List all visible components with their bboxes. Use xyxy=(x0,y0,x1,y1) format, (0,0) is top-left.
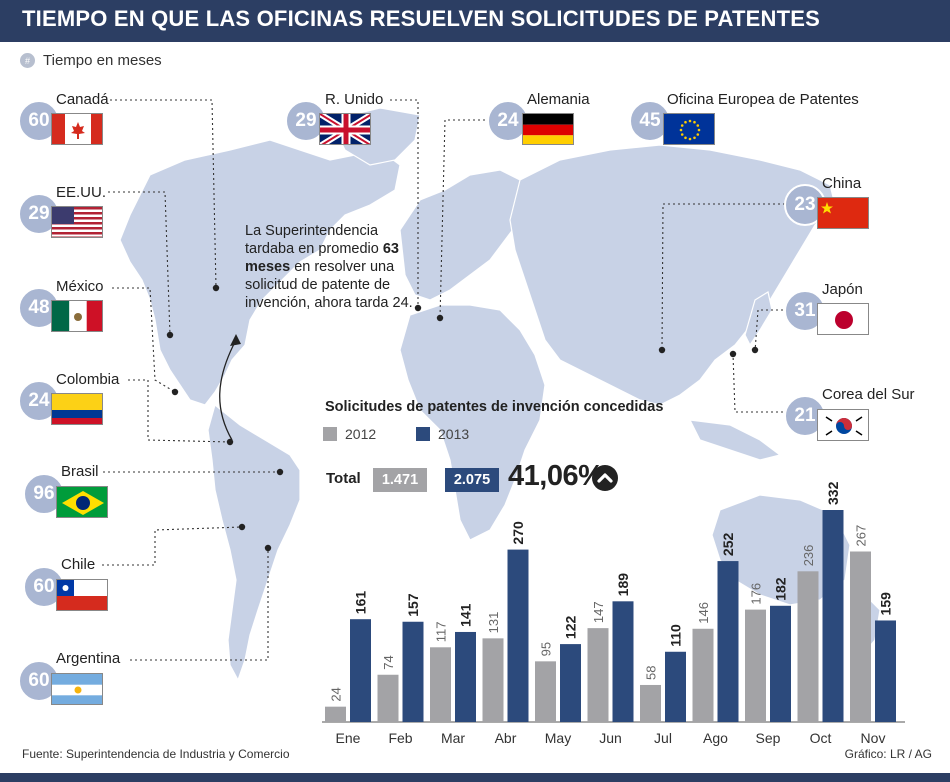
japan-flag-icon xyxy=(817,303,869,335)
leader-japan xyxy=(754,309,788,353)
legend-label-2012: 2012 xyxy=(345,426,377,442)
chart-title: Solicitudes de patentes de invención con… xyxy=(325,399,664,415)
marker-brazil xyxy=(276,468,284,476)
note-text-a: La Superintendencia tardaba en promedio xyxy=(245,223,379,257)
leader-canada xyxy=(110,99,217,289)
germany-flag-icon xyxy=(522,113,574,145)
annotation-note: La Superintendencia tardaba en promedio … xyxy=(245,222,415,312)
office-name: Brasil xyxy=(61,463,99,480)
unit-legend: # Tiempo en meses xyxy=(20,52,162,69)
argentina-flag-icon xyxy=(51,673,103,705)
legend-item-2012: 2012 xyxy=(323,426,376,442)
office-name: Chile xyxy=(61,556,96,573)
africa-landmass xyxy=(399,304,546,541)
up-arrow-icon xyxy=(592,465,618,491)
total-2013: 2.075 xyxy=(445,468,499,492)
colombia-flag-icon xyxy=(51,393,103,425)
office-name: Colombia xyxy=(56,371,120,388)
uk-flag-icon xyxy=(319,113,371,145)
korea-flag-icon xyxy=(817,409,869,441)
office-name: Alemania xyxy=(527,91,590,108)
note-highlight: 63 meses xyxy=(245,241,399,275)
office-name: Canadá xyxy=(56,91,109,108)
bottom-rule xyxy=(0,773,950,782)
marker-colombia xyxy=(226,438,234,446)
credit-note: Gráfico: LR / AG xyxy=(844,747,932,761)
marker-germany xyxy=(436,314,444,322)
page-title: TIEMPO EN QUE LAS OFICINAS RESUELVEN SOL… xyxy=(22,6,820,31)
office-name: Japón xyxy=(822,281,863,298)
title-bar: TIEMPO EN QUE LAS OFICINAS RESUELVEN SOL… xyxy=(0,0,950,42)
legend-item-2013: 2013 xyxy=(416,426,469,442)
brazil-flag-icon xyxy=(56,486,108,518)
leader-chile xyxy=(102,526,243,566)
total-2012: 1.471 xyxy=(373,468,427,492)
total-label: Total xyxy=(326,470,361,487)
hash-icon: # xyxy=(20,53,35,68)
note-arrow xyxy=(219,339,237,441)
marker-canada xyxy=(212,284,220,292)
south-america-landmass xyxy=(207,403,301,682)
indonesia-landmass xyxy=(688,419,782,461)
europe-landmass xyxy=(399,169,531,301)
office-name: R. Unido xyxy=(325,91,384,108)
marker-china xyxy=(658,346,666,354)
marker-usa xyxy=(166,331,174,339)
marker-mexico xyxy=(171,388,179,396)
leader-usa xyxy=(108,191,171,336)
note-text-b: en resolver una solicitud de patente de … xyxy=(245,259,413,311)
legend-label-2013: 2013 xyxy=(438,426,470,442)
leader-mexico xyxy=(112,287,176,393)
office-name: Argentina xyxy=(56,650,121,667)
office-name: México xyxy=(56,278,104,295)
unit-label: Tiempo en meses xyxy=(43,52,162,69)
leader-colombia xyxy=(128,379,231,443)
marker-chile xyxy=(238,523,246,531)
japan-landmass xyxy=(744,291,773,347)
source-note: Fuente: Superintendencia de Industria y … xyxy=(22,747,290,761)
marker-argentina xyxy=(264,544,272,552)
marker-korea xyxy=(729,350,737,358)
leader-argentina xyxy=(130,548,269,661)
asia-landmass xyxy=(509,144,836,406)
leader-uk xyxy=(390,99,419,308)
canada-flag-icon xyxy=(51,113,103,145)
months-badge: 24 xyxy=(487,100,529,142)
new-zealand-landmass xyxy=(857,598,881,657)
usa-flag-icon xyxy=(51,206,103,238)
marker-japan xyxy=(751,346,759,354)
leader-korea xyxy=(732,353,788,413)
leader-china xyxy=(661,203,800,351)
legend-swatch-2013 xyxy=(416,427,430,441)
australia-landmass xyxy=(711,494,851,606)
office-name: EE.UU. xyxy=(56,184,107,201)
office-name: Oficina Europea de Patentes xyxy=(667,91,859,108)
china-flag-icon xyxy=(817,197,869,229)
office-name: China xyxy=(822,175,862,192)
marker-uk xyxy=(414,304,422,312)
growth-percentage: 41,06% xyxy=(508,460,604,492)
legend-swatch-2012 xyxy=(323,427,337,441)
eu-flag-icon xyxy=(663,113,715,145)
mexico-flag-icon xyxy=(51,300,103,332)
note-arrow-head xyxy=(230,334,241,346)
chile-flag-icon xyxy=(56,579,108,611)
office-name: Corea del Sur xyxy=(822,386,915,403)
